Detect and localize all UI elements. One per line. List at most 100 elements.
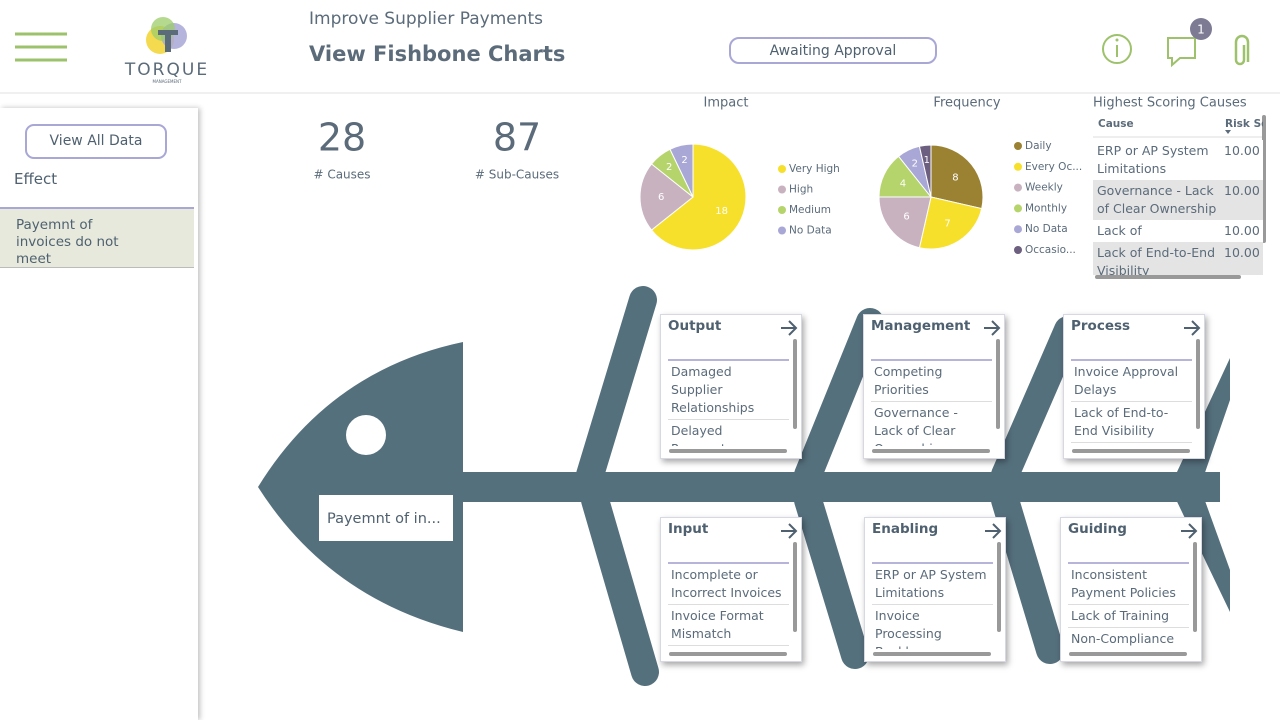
category-title: Management	[871, 318, 971, 334]
open-arrow	[1184, 320, 1201, 336]
slice-label: 2	[912, 158, 918, 169]
open-arrow[interactable]	[983, 521, 1003, 541]
fish-eye	[346, 415, 386, 455]
slice-label: 6	[903, 211, 909, 222]
info-icon	[1102, 34, 1132, 64]
scrollbar	[873, 652, 991, 656]
attachment-icon	[1234, 34, 1250, 66]
open-arrow[interactable]	[982, 318, 1002, 338]
scrollbar	[793, 542, 797, 632]
fish-bone	[991, 316, 1082, 489]
scrollbar	[1095, 275, 1241, 279]
sort-indicator	[1225, 130, 1231, 134]
status-text: Awaiting Approval	[770, 43, 897, 59]
pie-slice	[918, 144, 932, 198]
fish-bone	[991, 486, 1064, 664]
logo-mark	[151, 17, 175, 41]
open-arrow[interactable]	[1179, 521, 1199, 541]
category-title: Output	[668, 318, 722, 334]
legend-swatch	[778, 185, 786, 194]
table-row: Governance - Lack of Clear Ownership 10.0…	[1093, 180, 1263, 220]
legend-label: Weekly	[1025, 182, 1063, 194]
legend-label: Daily	[1025, 140, 1052, 152]
slice-label: 7	[944, 218, 950, 229]
open-arrow	[1181, 523, 1198, 539]
open-arrow	[781, 523, 798, 539]
slice-label: 2	[681, 155, 687, 166]
slice-label: 6	[658, 192, 664, 203]
cause-item: Governance - Lack of Clear Ownership	[871, 402, 992, 446]
cause-item: Invoice Processing Backlogs	[872, 605, 993, 649]
page-subtitle: View Fishbone Charts	[309, 42, 565, 66]
open-arrow	[781, 320, 798, 336]
cause-item: Invoice Approval Delays	[1071, 361, 1192, 402]
legend-label: Medium	[789, 204, 831, 216]
legend-swatch	[1014, 246, 1022, 254]
effect-label: Effect	[14, 170, 58, 188]
page-title: Improve Supplier Payments	[309, 9, 543, 29]
cause-item: Non-Compliance with Contract Terms	[1068, 628, 1189, 649]
fish-bone	[794, 308, 884, 489]
kpi-value: 28	[318, 116, 366, 160]
view-all-button[interactable]: View All Data	[25, 124, 167, 159]
legend-label: No Data	[1025, 223, 1068, 235]
open-arrow[interactable]	[779, 521, 799, 541]
open-arrow[interactable]	[779, 318, 799, 338]
cause-list: Inconsistent Payment Policies Lack of Tra…	[1068, 562, 1189, 649]
cause-item: Lack of Training	[1068, 605, 1189, 628]
pie-slice	[650, 143, 747, 251]
cause-cell: ERP or AP System Limitations	[1097, 143, 1209, 176]
fish-head	[258, 342, 463, 632]
cause-category: Enabling ERP or AP System Limitations Invo…	[864, 517, 1006, 662]
cause-item: Competing Priorities	[871, 361, 992, 402]
scrollbar	[669, 449, 787, 453]
effect-box-label: Payemnt of in...	[327, 511, 441, 527]
table-row: Lack of End-to-End Visibility 10.00	[1093, 242, 1263, 275]
scrollbar	[1196, 339, 1200, 429]
scrollbar	[669, 652, 787, 656]
cause-item: Delayed Payments	[668, 420, 789, 446]
legend-swatch	[1014, 183, 1022, 192]
pie-slice	[930, 144, 984, 210]
kpi-value: 87	[493, 116, 541, 160]
scrollbar	[1193, 542, 1197, 632]
cause-category: Guiding Inconsistent Payment Policies Lack…	[1060, 517, 1202, 662]
legend-swatch	[778, 206, 786, 214]
legend-label: High	[789, 184, 813, 196]
legend-label: No Data	[789, 225, 832, 237]
scrollbar	[793, 339, 797, 429]
legend-swatch	[1014, 225, 1022, 234]
logo-text: TORQUE	[124, 60, 209, 80]
cause-category: Process Invoice Approval Delays Lack of En…	[1063, 314, 1205, 459]
pie-slice	[878, 196, 932, 249]
effect-box	[319, 495, 453, 541]
slice-label: 18	[715, 206, 728, 217]
info-icon	[1115, 38, 1119, 42]
category-title: Guiding	[1068, 521, 1127, 537]
fish-spine	[455, 472, 1220, 502]
slice-label: 2	[666, 162, 672, 173]
category-title: Enabling	[872, 521, 939, 537]
cause-item: Damaged Supplier Relationships	[668, 361, 789, 420]
legend-label: Very High	[789, 163, 840, 175]
legend-swatch	[1014, 162, 1022, 171]
slice-label: 8	[952, 173, 958, 184]
open-arrow[interactable]	[1182, 318, 1202, 338]
table-title: Highest Scoring Causes	[1093, 96, 1247, 111]
legend-swatch	[778, 165, 786, 173]
cause-list: Competing Priorities Governance - Lack of…	[871, 359, 992, 446]
cause-category: Output Damaged Supplier Relationships Dela…	[660, 314, 802, 459]
fish-bone	[581, 486, 659, 686]
table-row: Lack of Automation10.00	[1093, 220, 1263, 256]
logo-mark	[158, 30, 178, 52]
scrollbar	[1072, 449, 1190, 453]
scrollbar	[996, 339, 1000, 429]
kpi-label: # Causes	[313, 168, 370, 182]
table: Cause Risk Sc ERP or AP System Limitations…	[1093, 114, 1263, 275]
kpi-label: # Sub-Causes	[475, 168, 559, 182]
slice-label: 1	[924, 155, 930, 166]
category-title: Process	[1071, 318, 1131, 334]
column-header: Risk Sc	[1225, 118, 1263, 130]
